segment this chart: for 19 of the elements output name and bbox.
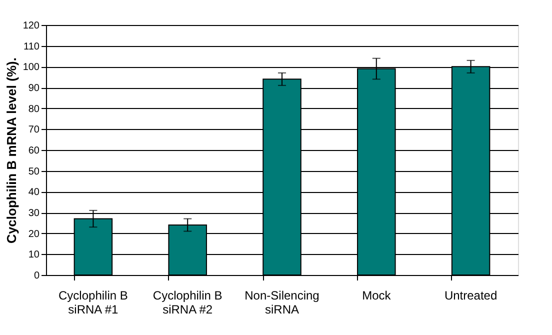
x-tick-label: Non-Silencing siRNA (244, 288, 320, 316)
x-tick-label: Cyclophilin B siRNA #2 (152, 288, 222, 316)
y-tick-label: 50 (28, 166, 40, 178)
x-tick-label: Cyclophilin B siRNA #1 (58, 288, 128, 316)
x-tick-label: Untreated (444, 288, 498, 302)
y-tick-label: 20 (28, 228, 40, 240)
y-tick-label: 30 (28, 208, 40, 219)
y-tick-label: 80 (28, 104, 40, 115)
y-axis-title: Cyclophilin B mRNA level (%). (4, 58, 19, 244)
y-tick-label: 10 (28, 250, 40, 261)
y-tick-label: 120 (22, 20, 40, 32)
y-tick-label: 0 (34, 270, 40, 282)
y-tick-label: 90 (28, 83, 40, 94)
y-tick-label: 110 (24, 41, 40, 52)
y-tick-label: 40 (28, 187, 40, 198)
y-tick-label: 60 (28, 146, 40, 156)
y-tick-label: 70 (28, 124, 40, 136)
x-tick-label: Mock (362, 288, 392, 302)
y-tick-label: 100 (22, 62, 40, 74)
